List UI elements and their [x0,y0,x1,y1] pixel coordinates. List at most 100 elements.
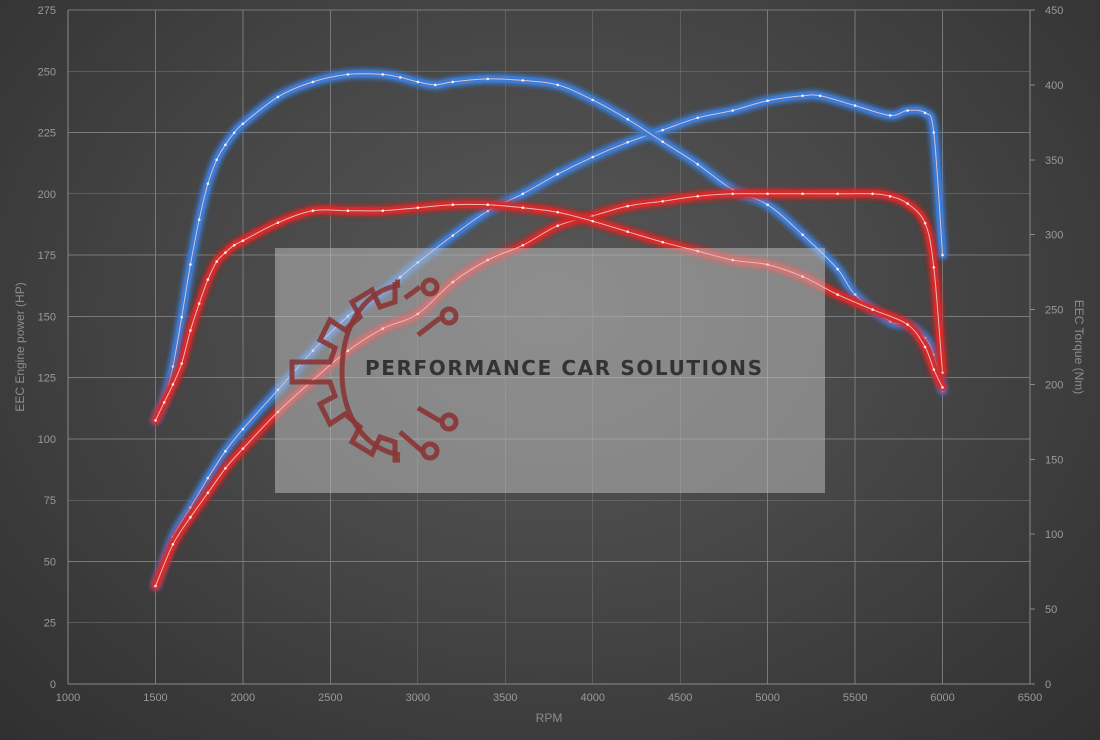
tuned-torque-point-12 [311,80,315,84]
tuned-power-point-7 [311,349,315,353]
left-axis-title: EEC Engine power (HP) [13,282,27,411]
tuned-power-point-24 [853,104,857,107]
x-tick-label-10: 6000 [930,692,954,704]
stock-power-point-2 [189,516,192,519]
left-tick-label-5: 125 [38,373,56,385]
x-tick-label-6: 4000 [580,692,604,704]
stock-power-point-10 [416,312,420,316]
tuned-torque-point-31 [888,320,892,323]
gear-logo-icon [289,277,459,463]
stock-power-point-16 [626,204,629,208]
stock-torque-point-15 [416,206,420,209]
tuned-power-point-13 [486,209,490,213]
stock-torque-point-1 [162,401,166,404]
tuned-torque-point-11 [276,95,280,99]
x-tick-label-11: 6500 [1018,692,1042,704]
x-tick-label-4: 3000 [406,692,430,704]
tuned-power-point-29 [941,253,944,257]
stock-torque-point-30 [923,345,927,349]
tuned-power-point-5 [241,427,245,431]
stock-torque-point-10 [241,239,245,242]
tuned-torque-point-3 [180,315,183,319]
tuned-torque-point-33 [923,336,927,340]
tuned-torque-point-24 [661,140,664,144]
tuned-torque-point-6 [206,182,210,185]
tuned-power-point-18 [661,128,664,132]
tuned-torque-point-17 [434,83,437,87]
tuned-power-point-20 [731,109,734,112]
left-tick-label-11: 275 [38,5,56,17]
stock-torque-point-13 [346,209,350,212]
right-tick-label-8: 400 [1045,80,1063,92]
tuned-torque-point-2 [171,365,175,368]
right-tick-label-7: 350 [1045,155,1063,167]
tuned-power-point-27 [923,111,927,115]
stock-torque-point-22 [661,240,664,244]
tuned-torque-point-10 [241,122,245,126]
plot-grid [67,9,1031,685]
stock-torque-point-7 [215,260,218,263]
tuned-power-point-4 [224,449,227,453]
tuned-power-series [152,91,946,590]
left-tick-label-1: 25 [44,618,56,630]
stock-power-point-20 [766,192,769,196]
tuned-torque-point-34 [932,353,936,356]
right-tick-label-5: 250 [1045,305,1063,317]
stock-power-point-19 [731,192,734,196]
tuned-torque-point-29 [836,267,839,271]
tuned-power-point-14 [521,192,525,196]
stock-torque-point-23 [696,249,699,253]
tuned-torque-point-4 [189,263,192,266]
stock-power-point-15 [591,214,594,218]
stock-torque-point-16 [451,203,455,206]
tuned-torque-point-19 [486,77,490,81]
right-tick-label-9: 450 [1045,5,1063,17]
stock-torque-point-32 [941,386,944,389]
tuned-power-point-23 [818,94,822,98]
stock-torque-point-3 [180,362,183,365]
series-lines [152,70,946,590]
right-axis-ticks: 0 50 100 150 200 250 300 350 400 450 [1030,5,1063,691]
right-tick-label-2: 100 [1045,529,1063,541]
stock-torque-point-6 [206,278,210,281]
tuned-power-point-8 [346,315,350,318]
x-tick-label-8: 5000 [755,692,779,704]
stock-power-point-17 [661,199,664,203]
stock-power-point-23 [871,192,874,196]
stock-power-point-14 [556,224,559,227]
stock-power-point-24 [888,195,892,198]
tuned-torque-point-25 [696,163,699,166]
stock-torque-point-5 [197,302,201,305]
x-tick-label-3: 2500 [318,692,342,704]
x-tick-label-1: 1500 [143,692,167,704]
stock-torque-point-4 [189,329,192,332]
left-tick-label-2: 50 [44,556,56,568]
stock-power-point-13 [521,244,525,247]
stock-torque-point-31 [932,368,936,371]
stock-torque-point-28 [871,308,874,311]
tuned-power-point-15 [556,172,559,176]
stock-power-point-22 [836,192,839,196]
tuned-torque-point-22 [591,98,594,102]
stock-torque-point-26 [801,275,804,278]
tuned-power-point-6 [276,388,280,392]
stock-torque-point-20 [591,219,594,223]
stock-power-point-8 [346,349,350,353]
x-axis-ticks: 1000 1500 2000 2500 3000 3500 4000 4500 5000 5500… [56,692,1042,704]
stock-torque-point-11 [276,221,280,224]
stock-power-line [155,193,943,587]
tuned-torque-point-14 [381,73,385,76]
stock-torque-series [152,200,946,424]
tuned-power-point-2 [189,506,192,509]
tuned-torque-point-7 [215,158,218,162]
x-tick-label-5: 3500 [493,692,517,704]
stock-torque-point-25 [766,263,769,266]
stock-power-point-1 [171,543,175,546]
stock-power-point-11 [451,280,455,284]
stock-torque-point-8 [224,251,227,254]
tuned-power-point-17 [626,141,629,144]
tuned-torque-point-30 [853,293,857,296]
x-tick-label-2: 2000 [231,692,255,704]
left-tick-label-9: 225 [38,128,56,140]
